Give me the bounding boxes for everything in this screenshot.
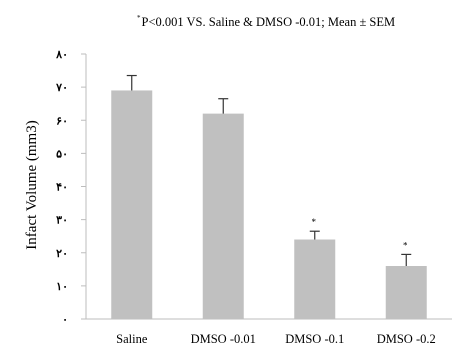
y-tick-label: ۵۰ <box>56 148 68 160</box>
bar <box>111 90 153 319</box>
bar <box>385 266 427 319</box>
y-axis-label-group: Infact Volume (mm3) <box>24 120 40 249</box>
y-tick-label: ۰ <box>62 314 68 326</box>
title-asterisk: * <box>137 14 141 22</box>
y-tick-label: ۷۰ <box>55 82 68 94</box>
error-bars <box>126 74 412 266</box>
y-tick-label: ۶۰ <box>56 115 68 127</box>
y-tick-label: ۱۰ <box>56 281 68 293</box>
y-ticks: ۰ ۱۰ ۲۰ ۳۰ ۴۰ ۵۰ ۶۰ ۷۰ ۸۰ <box>55 49 86 326</box>
x-tick-label: DMSO -0.2 <box>377 332 436 346</box>
x-tick-label: DMSO -0.01 <box>191 332 256 346</box>
bar <box>202 113 244 319</box>
chart-title: *P<0.001 VS. Saline & DMSO -0.01; Mean ±… <box>137 14 395 30</box>
bar-annotations: ** <box>312 217 409 250</box>
significance-marker: * <box>312 217 317 227</box>
y-tick-label: ۲۰ <box>56 248 68 260</box>
bars <box>111 90 427 319</box>
x-tick-label: DMSO -0.1 <box>285 332 344 346</box>
x-tick-labels: Saline DMSO -0.01 DMSO -0.1 DMSO -0.2 <box>116 332 436 346</box>
bar <box>294 239 336 319</box>
y-axis-label: Infact Volume (mm3) <box>24 120 40 249</box>
y-tick-label: ۳۰ <box>56 215 68 227</box>
y-tick-label: ۴۰ <box>56 182 68 194</box>
y-tick-label: ۸۰ <box>55 49 68 61</box>
significance-marker: * <box>403 240 408 250</box>
title-text: P<0.001 VS. Saline & DMSO -0.01; Mean ± … <box>141 15 396 29</box>
x-tick-label: Saline <box>116 332 148 346</box>
